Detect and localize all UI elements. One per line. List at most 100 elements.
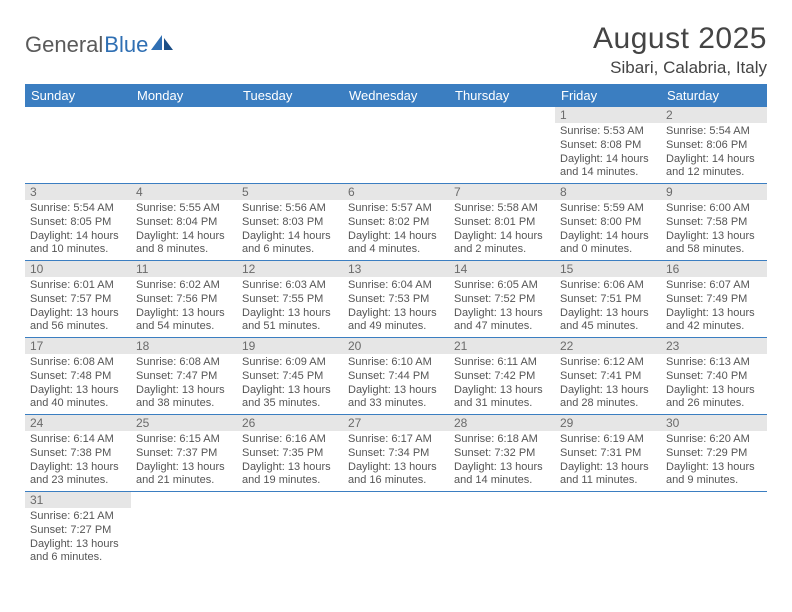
calendar-cell: [343, 107, 449, 184]
calendar-cell: [131, 107, 237, 184]
sunrise-text: Sunrise: 6:08 AM: [136, 356, 232, 370]
sunset-text: Sunset: 8:00 PM: [560, 216, 656, 230]
day-number: 12: [237, 261, 343, 277]
sunrise-text: Sunrise: 6:13 AM: [666, 356, 762, 370]
day-number: [343, 492, 449, 508]
sunset-text: Sunset: 8:08 PM: [560, 139, 656, 153]
weekday-header: Thursday: [449, 84, 555, 107]
sunrise-text: Sunrise: 6:00 AM: [666, 202, 762, 216]
day-number: 20: [343, 338, 449, 354]
logo-word1: General: [25, 32, 103, 58]
calendar-cell: [449, 107, 555, 184]
daylight-text: Daylight: 13 hours and 19 minutes.: [242, 461, 338, 489]
day-number: [237, 107, 343, 123]
daylight-text: Daylight: 13 hours and 28 minutes.: [560, 384, 656, 412]
calendar-cell: [25, 107, 131, 184]
title-block: August 2025 Sibari, Calabria, Italy: [593, 22, 767, 78]
sunrise-text: Sunrise: 6:02 AM: [136, 279, 232, 293]
day-number: 17: [25, 338, 131, 354]
day-details: Sunrise: 6:08 AMSunset: 7:48 PMDaylight:…: [25, 354, 131, 414]
sunset-text: Sunset: 7:51 PM: [560, 293, 656, 307]
calendar-cell: 31Sunrise: 6:21 AMSunset: 7:27 PMDayligh…: [25, 492, 131, 569]
sunset-text: Sunset: 7:45 PM: [242, 370, 338, 384]
sunrise-text: Sunrise: 6:12 AM: [560, 356, 656, 370]
sunrise-text: Sunrise: 6:03 AM: [242, 279, 338, 293]
daylight-text: Daylight: 13 hours and 38 minutes.: [136, 384, 232, 412]
day-number: 10: [25, 261, 131, 277]
calendar-cell: [237, 492, 343, 569]
sunset-text: Sunset: 7:41 PM: [560, 370, 656, 384]
day-number: 8: [555, 184, 661, 200]
day-details: Sunrise: 6:16 AMSunset: 7:35 PMDaylight:…: [237, 431, 343, 491]
calendar-cell: 20Sunrise: 6:10 AMSunset: 7:44 PMDayligh…: [343, 338, 449, 415]
sail-icon: [151, 35, 175, 51]
sunset-text: Sunset: 7:32 PM: [454, 447, 550, 461]
daylight-text: Daylight: 14 hours and 14 minutes.: [560, 153, 656, 181]
day-number: [449, 107, 555, 123]
day-number: 29: [555, 415, 661, 431]
sunrise-text: Sunrise: 6:05 AM: [454, 279, 550, 293]
day-number: 4: [131, 184, 237, 200]
day-number: [25, 107, 131, 123]
calendar-row: 17Sunrise: 6:08 AMSunset: 7:48 PMDayligh…: [25, 338, 767, 415]
day-details: Sunrise: 6:15 AMSunset: 7:37 PMDaylight:…: [131, 431, 237, 491]
sunset-text: Sunset: 7:31 PM: [560, 447, 656, 461]
daylight-text: Daylight: 13 hours and 40 minutes.: [30, 384, 126, 412]
day-details: Sunrise: 6:12 AMSunset: 7:41 PMDaylight:…: [555, 354, 661, 414]
day-number: 14: [449, 261, 555, 277]
day-details: Sunrise: 6:21 AMSunset: 7:27 PMDaylight:…: [25, 508, 131, 568]
calendar-row: 31Sunrise: 6:21 AMSunset: 7:27 PMDayligh…: [25, 492, 767, 569]
calendar-cell: 27Sunrise: 6:17 AMSunset: 7:34 PMDayligh…: [343, 415, 449, 492]
calendar-cell: 24Sunrise: 6:14 AMSunset: 7:38 PMDayligh…: [25, 415, 131, 492]
sunrise-text: Sunrise: 6:04 AM: [348, 279, 444, 293]
daylight-text: Daylight: 13 hours and 11 minutes.: [560, 461, 656, 489]
calendar-cell: [661, 492, 767, 569]
daylight-text: Daylight: 13 hours and 56 minutes.: [30, 307, 126, 335]
day-details: Sunrise: 6:14 AMSunset: 7:38 PMDaylight:…: [25, 431, 131, 491]
calendar-cell: 3Sunrise: 5:54 AMSunset: 8:05 PMDaylight…: [25, 184, 131, 261]
weekday-header: Friday: [555, 84, 661, 107]
day-number: 6: [343, 184, 449, 200]
sunset-text: Sunset: 7:58 PM: [666, 216, 762, 230]
daylight-text: Daylight: 13 hours and 47 minutes.: [454, 307, 550, 335]
daylight-text: Daylight: 13 hours and 9 minutes.: [666, 461, 762, 489]
day-number: 2: [661, 107, 767, 123]
day-number: 31: [25, 492, 131, 508]
sunset-text: Sunset: 7:34 PM: [348, 447, 444, 461]
day-details: Sunrise: 6:10 AMSunset: 7:44 PMDaylight:…: [343, 354, 449, 414]
day-number: 5: [237, 184, 343, 200]
sunrise-text: Sunrise: 6:07 AM: [666, 279, 762, 293]
sunrise-text: Sunrise: 6:21 AM: [30, 510, 126, 524]
day-number: 24: [25, 415, 131, 431]
calendar-cell: 12Sunrise: 6:03 AMSunset: 7:55 PMDayligh…: [237, 261, 343, 338]
calendar-cell: 19Sunrise: 6:09 AMSunset: 7:45 PMDayligh…: [237, 338, 343, 415]
daylight-text: Daylight: 13 hours and 14 minutes.: [454, 461, 550, 489]
sunrise-text: Sunrise: 6:20 AM: [666, 433, 762, 447]
day-number: 18: [131, 338, 237, 354]
day-details: Sunrise: 6:20 AMSunset: 7:29 PMDaylight:…: [661, 431, 767, 491]
day-details: Sunrise: 6:08 AMSunset: 7:47 PMDaylight:…: [131, 354, 237, 414]
sunrise-text: Sunrise: 5:57 AM: [348, 202, 444, 216]
day-details: Sunrise: 6:19 AMSunset: 7:31 PMDaylight:…: [555, 431, 661, 491]
daylight-text: Daylight: 13 hours and 35 minutes.: [242, 384, 338, 412]
calendar-cell: 21Sunrise: 6:11 AMSunset: 7:42 PMDayligh…: [449, 338, 555, 415]
weekday-header-row: Sunday Monday Tuesday Wednesday Thursday…: [25, 84, 767, 107]
daylight-text: Daylight: 13 hours and 16 minutes.: [348, 461, 444, 489]
day-details: Sunrise: 6:04 AMSunset: 7:53 PMDaylight:…: [343, 277, 449, 337]
sunrise-text: Sunrise: 6:18 AM: [454, 433, 550, 447]
day-number: [449, 492, 555, 508]
sunset-text: Sunset: 7:37 PM: [136, 447, 232, 461]
sunset-text: Sunset: 8:06 PM: [666, 139, 762, 153]
sunset-text: Sunset: 7:38 PM: [30, 447, 126, 461]
sunset-text: Sunset: 7:44 PM: [348, 370, 444, 384]
sunrise-text: Sunrise: 6:08 AM: [30, 356, 126, 370]
weekday-header: Saturday: [661, 84, 767, 107]
day-number: 11: [131, 261, 237, 277]
sunset-text: Sunset: 7:27 PM: [30, 524, 126, 538]
calendar-cell: [555, 492, 661, 569]
day-number: [237, 492, 343, 508]
location: Sibari, Calabria, Italy: [593, 58, 767, 78]
sunset-text: Sunset: 7:48 PM: [30, 370, 126, 384]
daylight-text: Daylight: 13 hours and 31 minutes.: [454, 384, 550, 412]
calendar-row: 24Sunrise: 6:14 AMSunset: 7:38 PMDayligh…: [25, 415, 767, 492]
